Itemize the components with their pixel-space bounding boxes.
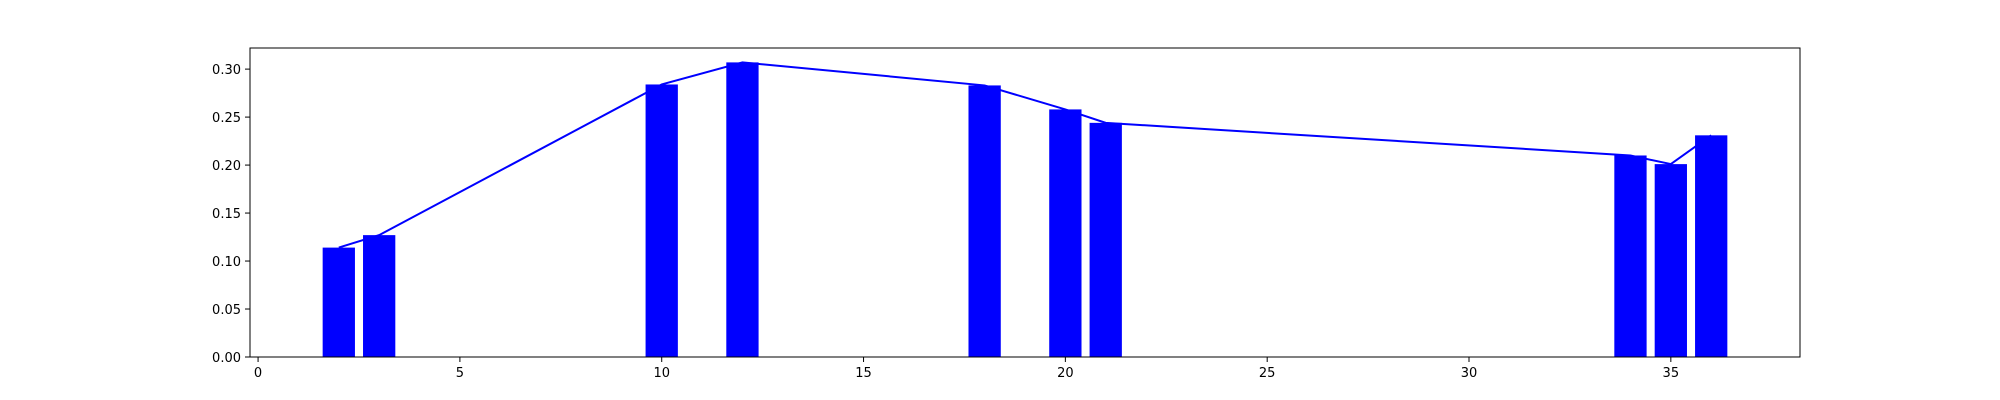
- bar: [1089, 122, 1122, 358]
- x-tick-label: 10: [653, 366, 670, 381]
- x-tick-label: 35: [1663, 366, 1680, 381]
- y-tick-label: 0.05: [212, 303, 241, 318]
- y-tick-label: 0.10: [212, 255, 241, 270]
- y-tick-label: 0.15: [212, 207, 241, 222]
- bar: [645, 84, 678, 358]
- bar: [322, 247, 355, 357]
- y-tick-label: 0.20: [212, 159, 241, 174]
- bar: [726, 62, 759, 357]
- trend-line: [338, 61, 1712, 249]
- bar: [1654, 164, 1687, 357]
- plot-area-frame: [249, 47, 1801, 358]
- bar: [1614, 155, 1647, 357]
- x-tick-label: 25: [1259, 366, 1276, 381]
- bar: [363, 235, 396, 357]
- y-axis: 0.00 0.05 0.10 0.15 0.20 0.25 0.30: [212, 63, 250, 366]
- y-tick-label: 0.30: [212, 63, 241, 78]
- y-tick-label: 0.25: [212, 111, 241, 126]
- x-tick-label: 30: [1461, 366, 1478, 381]
- y-tick-label: 0.00: [212, 351, 241, 366]
- bar: [968, 85, 1001, 357]
- bar: [1695, 135, 1728, 357]
- bar: [1049, 109, 1082, 358]
- bar-series: [322, 62, 1728, 358]
- x-tick-label: 5: [456, 366, 464, 381]
- x-tick-label: 20: [1057, 366, 1074, 381]
- x-tick-label: 15: [855, 366, 872, 381]
- x-tick-label: 0: [254, 366, 262, 381]
- x-axis: 0 5 10 15 20 25 30 35: [254, 357, 1679, 381]
